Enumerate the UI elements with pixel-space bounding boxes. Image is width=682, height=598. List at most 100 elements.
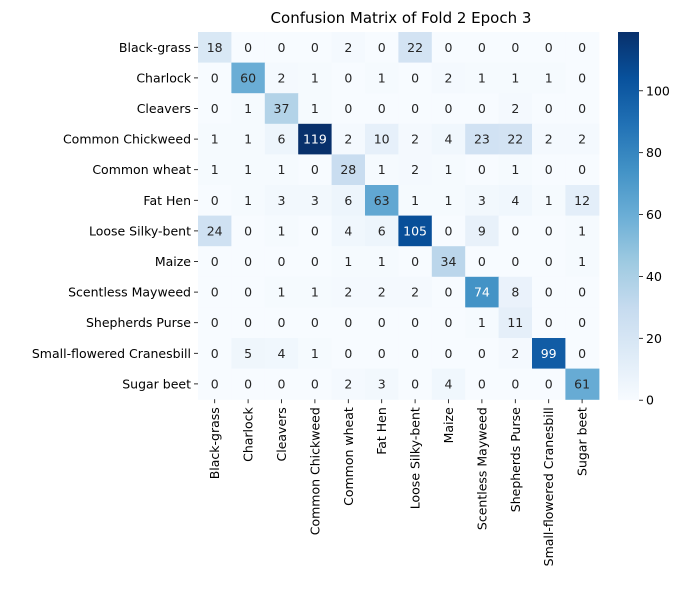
x-tick-labels: Black-grass Charlock Cleavers Common Chickw… bbox=[207, 399, 590, 566]
heatmap-cell bbox=[431, 32, 466, 64]
heatmap-cell-value: 0 bbox=[244, 254, 252, 269]
heatmap-cell-value: 0 bbox=[278, 40, 286, 55]
heatmap-cell bbox=[465, 368, 500, 400]
heatmap-cell-value: 24 bbox=[207, 223, 223, 238]
heatmap-cell-value: 0 bbox=[478, 101, 486, 116]
heatmap-cell bbox=[298, 154, 333, 186]
heatmap-cell bbox=[565, 62, 600, 94]
heatmap-cell-value: 0 bbox=[578, 162, 586, 177]
heatmap-cell bbox=[298, 93, 333, 125]
heatmap-cell-value: 1 bbox=[478, 70, 486, 85]
heatmap-cell bbox=[431, 154, 466, 186]
heatmap-cell-value: 1 bbox=[311, 346, 319, 361]
heatmap-cell bbox=[231, 338, 266, 370]
y-tick-label: Cleavers bbox=[137, 101, 191, 116]
heatmap-cell bbox=[198, 62, 232, 94]
heatmap-cell-value: 1 bbox=[278, 285, 286, 300]
heatmap-cell-value: 1 bbox=[478, 315, 486, 330]
heatmap-cell bbox=[365, 215, 399, 247]
heatmap-cell-value: 61 bbox=[574, 376, 590, 391]
heatmap-cell bbox=[398, 307, 433, 339]
heatmap-cell-value: 1 bbox=[211, 162, 219, 177]
heatmap-cell bbox=[331, 93, 366, 125]
heatmap-cell bbox=[465, 215, 500, 247]
heatmap-cell bbox=[264, 123, 299, 155]
heatmap-cell bbox=[398, 368, 433, 400]
heatmap-cell bbox=[532, 276, 566, 308]
heatmap-cell-value: 0 bbox=[478, 254, 486, 269]
y-tick-label: Shepherds Purse bbox=[86, 315, 191, 330]
heatmap-cell bbox=[365, 276, 399, 308]
heatmap-cell-value: 0 bbox=[211, 193, 219, 208]
heatmap-cell bbox=[498, 32, 533, 64]
heatmap-cell bbox=[498, 154, 533, 186]
x-tick-label: Scentless Mayweed bbox=[474, 407, 489, 530]
heatmap-cell-value: 0 bbox=[445, 285, 453, 300]
heatmap-cell-value: 0 bbox=[411, 101, 419, 116]
heatmap-cell bbox=[264, 32, 299, 64]
heatmap-cell bbox=[331, 276, 366, 308]
heatmap-cell bbox=[431, 246, 466, 278]
heatmap-cell-value: 0 bbox=[511, 376, 519, 391]
heatmap-cell-value: 12 bbox=[574, 193, 590, 208]
heatmap-cell-value: 0 bbox=[311, 162, 319, 177]
colorbar-tick-label: 80 bbox=[646, 145, 662, 160]
heatmap-cell bbox=[331, 246, 366, 278]
heatmap-cell-value: 0 bbox=[344, 70, 352, 85]
x-tick-label: Fat Hen bbox=[374, 407, 389, 455]
y-tick-label: Scentless Mayweed bbox=[68, 285, 191, 300]
heatmap-cell-value: 60 bbox=[240, 70, 256, 85]
heatmap-cell bbox=[365, 307, 399, 339]
heatmap-cell-value: 18 bbox=[207, 40, 223, 55]
heatmap-cell-value: 9 bbox=[478, 223, 486, 238]
heatmap-cell-value: 0 bbox=[211, 376, 219, 391]
heatmap-cell-value: 0 bbox=[344, 346, 352, 361]
heatmap-cell-value: 0 bbox=[211, 101, 219, 116]
y-tick-label: Loose Silky-bent bbox=[89, 223, 191, 238]
x-tick-label: Common wheat bbox=[341, 407, 356, 506]
heatmap-cell-value: 0 bbox=[378, 40, 386, 55]
heatmap-cell-value: 0 bbox=[545, 315, 553, 330]
heatmap-cell bbox=[565, 215, 600, 247]
heatmap-cell-value: 2 bbox=[411, 162, 419, 177]
y-tick-label: Small-flowered Cranesbill bbox=[32, 346, 191, 361]
heatmap-cell bbox=[398, 154, 433, 186]
heatmap-cell bbox=[231, 246, 266, 278]
heatmap-cell bbox=[331, 338, 366, 370]
heatmap-cell bbox=[231, 154, 266, 186]
heatmap-cell bbox=[298, 62, 333, 94]
heatmap-cell bbox=[431, 185, 466, 217]
heatmap-cell-value: 37 bbox=[274, 101, 290, 116]
colorbar bbox=[618, 32, 639, 401]
heatmap-cell bbox=[264, 276, 299, 308]
heatmap-cell bbox=[331, 154, 366, 186]
heatmap-cell-value: 1 bbox=[511, 162, 519, 177]
heatmap-cell bbox=[198, 338, 232, 370]
colorbar-tick-label: 20 bbox=[646, 331, 662, 346]
heatmap-cell bbox=[498, 307, 533, 339]
heatmap-cell-value: 3 bbox=[278, 193, 286, 208]
heatmap-cell bbox=[298, 276, 333, 308]
heatmap-cell-value: 11 bbox=[507, 315, 523, 330]
heatmap-cell-value: 2 bbox=[511, 346, 519, 361]
heatmap-cell-value: 1 bbox=[244, 162, 252, 177]
heatmap-cell-value: 6 bbox=[378, 223, 386, 238]
x-tick-label: Cleavers bbox=[274, 407, 289, 461]
heatmap-cell bbox=[465, 276, 500, 308]
heatmap-cell bbox=[398, 215, 433, 247]
heatmap-cell-value: 1 bbox=[578, 254, 586, 269]
heatmap-cell bbox=[198, 276, 232, 308]
heatmap-cell-value: 0 bbox=[578, 70, 586, 85]
y-tick-labels: Black-grass Charlock Cleavers Common Chickw… bbox=[32, 40, 198, 391]
heatmap-cell bbox=[298, 368, 333, 400]
heatmap-cells bbox=[198, 32, 600, 400]
heatmap-cell-value: 0 bbox=[545, 254, 553, 269]
heatmap-cell bbox=[298, 215, 333, 247]
heatmap-cell-value: 2 bbox=[378, 285, 386, 300]
heatmap-cell-value: 0 bbox=[545, 376, 553, 391]
heatmap-cell bbox=[198, 368, 232, 400]
heatmap-cell bbox=[331, 62, 366, 94]
heatmap-cell bbox=[198, 123, 232, 155]
heatmap-cell-value: 1 bbox=[311, 285, 319, 300]
